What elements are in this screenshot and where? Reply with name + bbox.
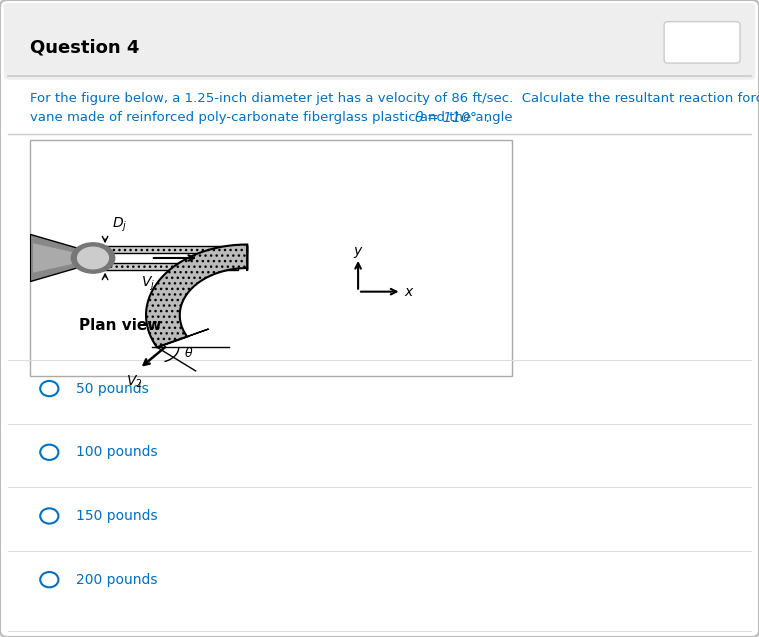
Circle shape — [40, 572, 58, 587]
Text: 150 pounds: 150 pounds — [76, 509, 158, 523]
Circle shape — [40, 445, 58, 460]
Text: $y$: $y$ — [353, 245, 364, 260]
Text: For the figure below, a 1.25-inch diameter jet has a velocity of 86 ft/sec.  Cal: For the figure below, a 1.25-inch diamet… — [30, 92, 759, 105]
FancyBboxPatch shape — [30, 140, 512, 376]
Text: $D_j$: $D_j$ — [112, 216, 128, 234]
Text: 100 pounds: 100 pounds — [76, 445, 158, 459]
Text: $\theta$ = 110°  .: $\theta$ = 110° . — [414, 110, 490, 125]
Text: $V_2$: $V_2$ — [126, 374, 143, 390]
Text: $\theta$: $\theta$ — [184, 346, 193, 360]
FancyBboxPatch shape — [4, 3, 755, 80]
Circle shape — [71, 243, 115, 273]
FancyBboxPatch shape — [664, 22, 740, 63]
Text: Plan view: Plan view — [79, 318, 161, 333]
Text: vane made of reinforced poly-carbonate fiberglass plastic and the angle: vane made of reinforced poly-carbonate f… — [30, 111, 521, 124]
Polygon shape — [93, 247, 247, 253]
Polygon shape — [146, 245, 247, 347]
Polygon shape — [157, 329, 209, 347]
Text: Question 4: Question 4 — [30, 39, 140, 57]
Polygon shape — [93, 263, 238, 270]
Text: $V_j$: $V_j$ — [141, 275, 156, 293]
Text: 200 pounds: 200 pounds — [76, 573, 157, 587]
Text: $x$: $x$ — [404, 285, 414, 299]
Circle shape — [40, 508, 58, 524]
Polygon shape — [33, 243, 86, 273]
Circle shape — [40, 381, 58, 396]
Circle shape — [77, 247, 109, 269]
Polygon shape — [30, 234, 88, 282]
Text: 50 pounds: 50 pounds — [76, 382, 149, 396]
